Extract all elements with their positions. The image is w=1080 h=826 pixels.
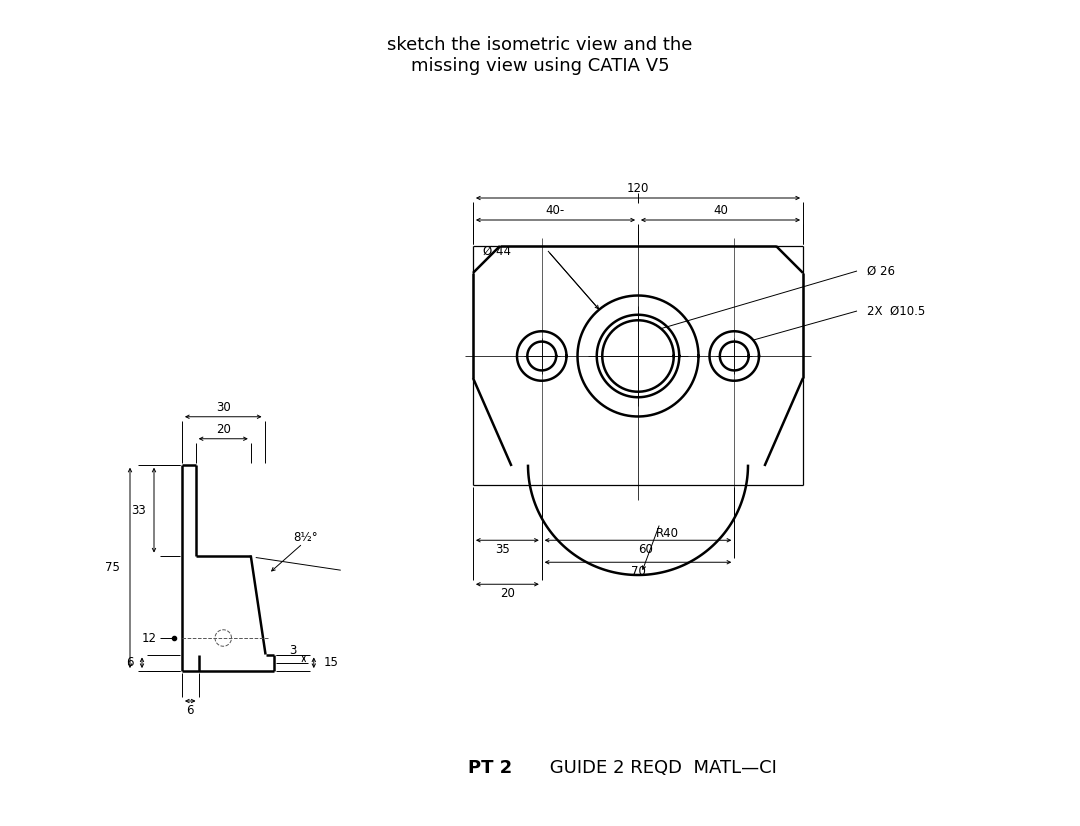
Text: 75: 75	[105, 562, 120, 574]
Text: 8½°: 8½°	[294, 531, 319, 544]
Text: 6: 6	[187, 704, 194, 716]
Text: 60: 60	[638, 543, 653, 556]
Text: Ø 26: Ø 26	[867, 264, 895, 278]
Text: 120: 120	[626, 183, 649, 196]
Text: 40-: 40-	[545, 205, 565, 217]
Text: 3: 3	[288, 644, 296, 657]
Text: 2X  Ø10.5: 2X Ø10.5	[867, 305, 926, 317]
Text: sketch the isometric view and the
missing view using CATIA V5: sketch the isometric view and the missin…	[388, 36, 692, 75]
Text: 15: 15	[324, 656, 339, 669]
Text: 20: 20	[500, 586, 515, 600]
Text: 20: 20	[216, 423, 231, 436]
Text: 12: 12	[141, 632, 157, 644]
Text: 6: 6	[126, 656, 134, 669]
Text: R40: R40	[656, 527, 679, 539]
Text: 40: 40	[713, 205, 728, 217]
Text: 35: 35	[495, 543, 510, 556]
Text: 30: 30	[216, 401, 231, 415]
Text: PT 2: PT 2	[468, 759, 512, 777]
Text: GUIDE 2 REQD  MATL—CI: GUIDE 2 REQD MATL—CI	[543, 759, 777, 777]
Text: Ø 44: Ø 44	[483, 244, 511, 258]
Text: 33: 33	[132, 504, 146, 516]
Text: 70: 70	[631, 565, 646, 577]
